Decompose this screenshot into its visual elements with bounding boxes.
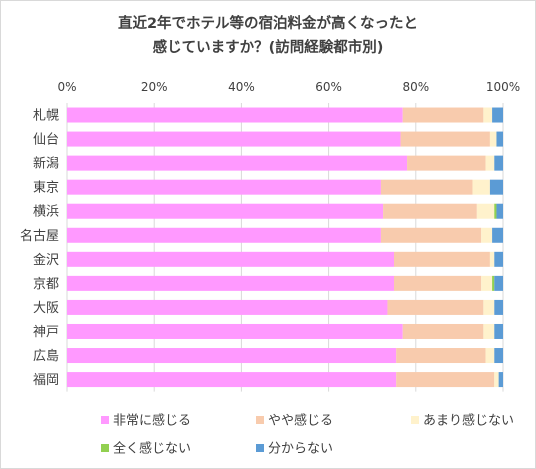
- bar-segment: [492, 275, 495, 291]
- category-label: 大阪: [33, 301, 59, 316]
- category-label: 仙台: [33, 133, 59, 148]
- bar-segment: [492, 227, 503, 243]
- x-tick-label: 60%: [315, 80, 342, 94]
- bar-segment: [67, 179, 381, 195]
- bar-segment: [489, 131, 497, 147]
- bar-segment: [67, 155, 408, 171]
- category-label: 福岡: [33, 373, 59, 388]
- category-label: 札幌: [33, 108, 59, 124]
- chart-title-line-2: 感じていますか？(訪問経験都市別): [153, 38, 384, 56]
- bar-segment: [494, 251, 503, 267]
- bar-segment: [481, 227, 493, 243]
- bar-segment: [483, 299, 495, 315]
- legend-swatch: [256, 444, 264, 452]
- bar-segment: [472, 179, 490, 195]
- bar-segment: [387, 299, 484, 315]
- category-label: 東京: [33, 180, 59, 196]
- legend-label: 全く感じない: [113, 441, 191, 457]
- bar-segment: [402, 323, 484, 339]
- bar-segment: [380, 227, 482, 243]
- legend-label: あまり感じない: [423, 413, 514, 429]
- legend-swatch: [256, 416, 264, 424]
- legend-swatch: [411, 416, 419, 424]
- bar-segment: [400, 131, 490, 147]
- bar-segment: [67, 203, 384, 219]
- x-tick-label: 20%: [141, 80, 168, 94]
- bar-segment: [67, 251, 394, 267]
- bar-segment: [489, 179, 503, 195]
- chart-title-line-1: 直近2年でホテル等の宿泊料金が高くなったと: [118, 14, 418, 32]
- bar-segment: [494, 155, 503, 171]
- x-tick-label: 0%: [57, 80, 76, 94]
- bar-segment: [494, 275, 503, 291]
- bar-segment: [67, 299, 388, 315]
- gridlines: [66, 103, 504, 392]
- category-label: 広島: [33, 349, 59, 364]
- bar-segment: [492, 107, 503, 123]
- bar-segment: [67, 227, 381, 243]
- bar-segment: [67, 107, 403, 123]
- bar-segment: [383, 203, 477, 219]
- x-tick-label: 100%: [486, 80, 520, 94]
- bar-segment: [394, 251, 490, 267]
- bar-segment: [380, 179, 473, 195]
- bar-segment: [402, 107, 484, 123]
- x-tick-label: 80%: [402, 80, 429, 94]
- legend-label: 分からない: [268, 442, 333, 457]
- legend-swatch: [101, 416, 109, 424]
- bar-segment: [485, 348, 495, 364]
- bar-segment: [67, 372, 397, 388]
- legend-label: 非常に感じる: [113, 413, 191, 429]
- bar-segment: [67, 131, 401, 147]
- category-label: 横浜: [33, 205, 59, 220]
- bar-segment: [494, 372, 499, 388]
- legend-label: やや感じる: [268, 413, 333, 429]
- legend-swatch: [101, 444, 109, 452]
- bar-segment: [67, 275, 394, 291]
- bar-segment: [483, 107, 493, 123]
- bar-segment: [67, 323, 403, 339]
- bar-segment: [396, 372, 495, 388]
- category-label: 名古屋: [20, 228, 59, 244]
- bar-segment: [494, 299, 503, 315]
- category-label: 京都: [33, 277, 59, 292]
- bar-segment: [494, 348, 503, 364]
- bar-segment: [67, 348, 397, 364]
- category-label: 神戸: [33, 325, 59, 340]
- bar-segment: [485, 155, 495, 171]
- bar-segment: [394, 275, 482, 291]
- bar-segment: [494, 203, 497, 219]
- bar-segment: [481, 275, 493, 291]
- x-tick-label: 40%: [228, 80, 255, 94]
- bar-segment: [407, 155, 486, 171]
- bar-segment: [498, 372, 503, 388]
- bar-segment: [496, 131, 503, 147]
- bars: [67, 107, 503, 388]
- bar-segment: [483, 323, 495, 339]
- bar-segment: [489, 251, 495, 267]
- x-axis-ticks: 0% 20% 40% 60% 80% 100%: [57, 80, 520, 94]
- category-label: 金沢: [33, 252, 59, 268]
- bar-segment: [476, 203, 495, 219]
- bar-segment: [396, 348, 486, 364]
- bar-segment: [496, 203, 503, 219]
- category-label: 新潟: [33, 156, 59, 172]
- bar-segment: [494, 323, 503, 339]
